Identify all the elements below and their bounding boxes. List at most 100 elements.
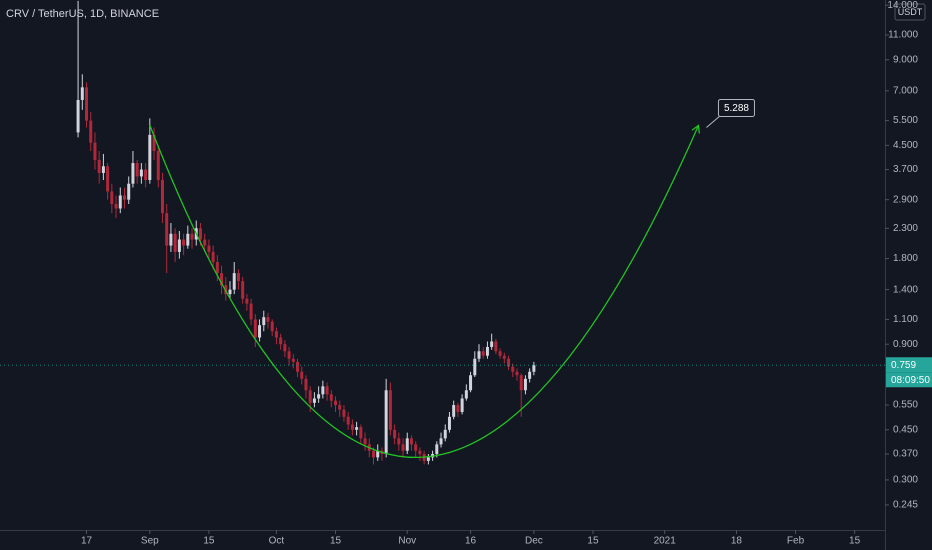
y-tick-label: 14.000 [887, 0, 918, 11]
y-tick-label: 0.450 [893, 424, 918, 435]
candle-body [291, 358, 295, 362]
candle-body [405, 438, 409, 451]
candle-body [414, 444, 418, 451]
candle-body [523, 378, 527, 391]
candle-body [469, 375, 473, 391]
x-tick-label: Sep [141, 536, 159, 547]
candle-body [515, 371, 519, 376]
candle-body [435, 444, 439, 455]
y-tick-label: 11.000 [888, 30, 918, 41]
candle-body [485, 346, 489, 356]
chart-title: CRV / TetherUS, 1D, BINANCE [6, 8, 159, 20]
candle-body [156, 151, 160, 181]
candle-body [371, 450, 375, 458]
candle-body [464, 390, 468, 399]
candle-body [502, 355, 506, 359]
candle-body [376, 450, 380, 458]
candle-body [426, 457, 430, 461]
candle-body [447, 416, 451, 430]
x-tick-label: Feb [787, 536, 805, 547]
candle-body [76, 99, 80, 133]
candle-body [384, 390, 388, 455]
candle-body [409, 438, 413, 445]
candle-body [460, 398, 464, 412]
candle-body [266, 317, 270, 322]
candle-body [198, 228, 202, 240]
candle-body [232, 273, 236, 290]
candle-body [519, 375, 523, 391]
candle-body [85, 87, 89, 121]
x-tick-label: Dec [525, 536, 543, 547]
candle-body [477, 351, 481, 359]
countdown-label: 08:09:50 [891, 375, 930, 386]
candle-body [283, 344, 287, 352]
candle-body [511, 366, 515, 372]
x-tick-label: 15 [849, 536, 861, 547]
candle-body [350, 424, 354, 430]
y-tick-label: 0.550 [893, 400, 918, 411]
candle-body [258, 325, 262, 338]
x-tick-label: Nov [398, 536, 416, 547]
candle-body [186, 233, 190, 246]
callout-box [717, 98, 755, 117]
candle-body [287, 351, 291, 359]
candle-body [507, 358, 511, 367]
y-tick-label: 9.000 [893, 54, 918, 65]
x-tick-label: 17 [81, 536, 93, 547]
candle-body [443, 429, 447, 439]
candle-body [241, 281, 245, 299]
candle-body [355, 427, 359, 430]
callout-pointer [706, 115, 721, 128]
last-price-label: 0.759 [891, 360, 916, 371]
candle-body [296, 361, 300, 372]
candle-body [363, 438, 367, 445]
candle-body [122, 195, 126, 200]
candle-body [148, 134, 152, 181]
y-tick-label: 4.500 [893, 140, 918, 151]
y-tick-label: 0.900 [893, 339, 918, 350]
candle-body [490, 341, 494, 347]
countdown-box [886, 372, 932, 388]
y-tick-label: 5.500 [893, 115, 918, 126]
y-tick-label: 0.370 [893, 449, 918, 460]
candle-body [334, 400, 338, 406]
currency-box [894, 3, 926, 21]
candle-body [215, 262, 219, 274]
candle-body [338, 405, 342, 410]
candle-body [169, 233, 173, 246]
candle-body [173, 233, 177, 252]
y-tick-label: 0.300 [893, 475, 918, 486]
x-tick-label: 2021 [654, 536, 677, 547]
candle-body [393, 429, 397, 439]
candle-body [439, 438, 443, 445]
candle-body [207, 245, 211, 252]
candle-body [139, 169, 143, 177]
candle-body [89, 120, 93, 143]
candle-body [274, 331, 278, 338]
candle-body [321, 386, 325, 395]
candle-body [253, 319, 257, 338]
y-tick-label: 1.400 [893, 284, 918, 295]
candle-body [312, 398, 316, 403]
candle-body [220, 273, 224, 286]
x-tick-label: 15 [330, 536, 342, 547]
y-tick-label: 0.245 [893, 500, 918, 511]
callout-label: 5.288 [724, 103, 749, 114]
candle-body [144, 169, 148, 181]
candle-body [300, 371, 304, 379]
candle-body [118, 195, 122, 209]
candle-body [249, 303, 253, 320]
candle-body [270, 321, 274, 332]
candle-body [110, 191, 114, 204]
candle-body [304, 378, 308, 391]
candle-body [165, 213, 169, 246]
candle-body [131, 163, 135, 184]
candle-body [262, 317, 266, 326]
candle-body [481, 351, 485, 356]
candle-body [473, 358, 477, 376]
candle-body [329, 394, 333, 401]
candle-body [228, 289, 232, 295]
candle-body [452, 405, 456, 417]
candle-body [342, 409, 346, 417]
